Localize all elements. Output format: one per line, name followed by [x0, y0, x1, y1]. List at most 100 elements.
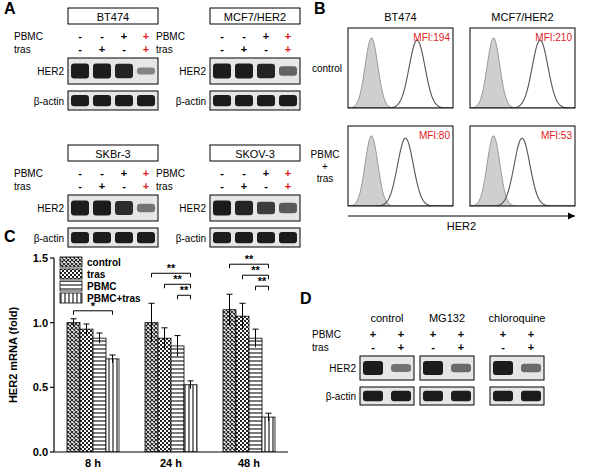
panel-letter: C — [4, 228, 16, 245]
band — [363, 391, 383, 402]
condition-label: PBMC — [14, 31, 43, 42]
sign: + — [370, 328, 376, 340]
sign: - — [242, 30, 246, 42]
sign: + — [430, 328, 436, 340]
plot-frame — [470, 28, 575, 108]
band — [493, 361, 513, 375]
bar — [106, 359, 119, 452]
error-bar — [227, 294, 233, 325]
row-label: control — [312, 63, 342, 74]
band-label: β-actin — [326, 391, 356, 402]
band — [93, 95, 111, 106]
sign: - — [220, 180, 224, 192]
error-bar — [149, 303, 155, 342]
isotype-peak — [348, 38, 453, 108]
band — [391, 364, 411, 372]
mfi-label: MFI:53 — [541, 130, 573, 141]
legend-swatch — [60, 281, 82, 291]
mfi-label: MFI:210 — [535, 32, 572, 43]
band — [137, 67, 155, 74]
group-title: MG132 — [429, 312, 465, 324]
blot: BT474PBMC--++tras-+-+HER2β-actin — [14, 8, 158, 110]
blot: MCF7/HER2PBMC--++tras-+-+HER2β-actin — [156, 8, 300, 110]
bar — [262, 417, 275, 452]
sign: - — [220, 167, 224, 179]
group-title: control — [370, 312, 403, 324]
condition-label: PBMC — [156, 168, 185, 179]
title-box — [68, 8, 158, 24]
blot-box — [360, 356, 414, 380]
bar — [171, 346, 184, 452]
y-axis-label: HER2 mRNA (fold) — [7, 307, 19, 403]
y-tick-label: 0.5 — [33, 381, 48, 393]
band — [423, 391, 443, 402]
x-tick-label: 8 h — [85, 457, 101, 469]
sign: - — [431, 341, 435, 353]
sign: + — [458, 328, 464, 340]
significance-label: ** — [180, 284, 189, 296]
y-tick — [50, 322, 54, 323]
band-label: β-actin — [176, 96, 206, 107]
band — [235, 63, 253, 78]
sign: + — [143, 43, 149, 55]
blot-box — [490, 387, 544, 405]
blot-box — [420, 356, 474, 380]
significance-label: ** — [258, 275, 267, 287]
band — [93, 200, 111, 215]
sample-peak — [470, 138, 575, 206]
bar — [249, 338, 262, 452]
mfi-label: MFI:80 — [419, 130, 451, 141]
band — [93, 63, 111, 78]
y-tick — [50, 257, 54, 258]
sign: + — [99, 43, 105, 55]
band-label: HER2 — [179, 203, 206, 214]
bar — [80, 329, 93, 452]
band — [257, 232, 275, 243]
plot-frame — [348, 28, 453, 108]
y-tick — [50, 451, 54, 452]
axis-arrow — [348, 216, 575, 217]
band — [137, 204, 155, 212]
sign: - — [100, 30, 104, 42]
band — [363, 361, 383, 375]
sign: + — [285, 167, 291, 179]
band — [391, 391, 411, 402]
sign: - — [264, 43, 268, 55]
title-box — [210, 8, 300, 24]
blot-box — [210, 228, 300, 247]
band-label: β-actin — [176, 233, 206, 244]
blot-box — [490, 356, 544, 380]
band — [235, 201, 253, 215]
isotype-peak — [348, 136, 453, 206]
histogram — [348, 38, 453, 108]
blot-box — [210, 195, 300, 221]
blot-title: SKOV-3 — [235, 148, 275, 160]
significance-label: ** — [245, 253, 254, 265]
sign: - — [264, 180, 268, 192]
error-bar — [253, 329, 259, 347]
y-tick-label: 0.0 — [33, 446, 48, 458]
panel-letter: D — [300, 290, 312, 307]
sample-peak — [470, 40, 575, 108]
condition-label: tras — [14, 181, 31, 192]
condition-label: tras — [312, 342, 329, 353]
error-bar — [162, 328, 168, 349]
band — [493, 391, 513, 402]
condition-label: PBMC — [312, 329, 341, 340]
sign: - — [220, 43, 224, 55]
legend-swatch — [60, 269, 82, 279]
sign: - — [371, 341, 375, 353]
band — [279, 66, 297, 76]
error-bar — [188, 381, 194, 389]
y-tick — [50, 387, 54, 388]
sign: + — [263, 30, 269, 42]
legend-label: PBMC+tras — [87, 293, 141, 304]
bar — [223, 310, 236, 452]
sign: + — [121, 167, 127, 179]
y-tick-label: 1.0 — [33, 317, 48, 329]
error-bar — [97, 333, 103, 343]
blot-title: SKBr-3 — [95, 148, 130, 160]
condition-label: tras — [14, 44, 31, 55]
bars — [67, 294, 275, 452]
title-box — [68, 145, 158, 161]
